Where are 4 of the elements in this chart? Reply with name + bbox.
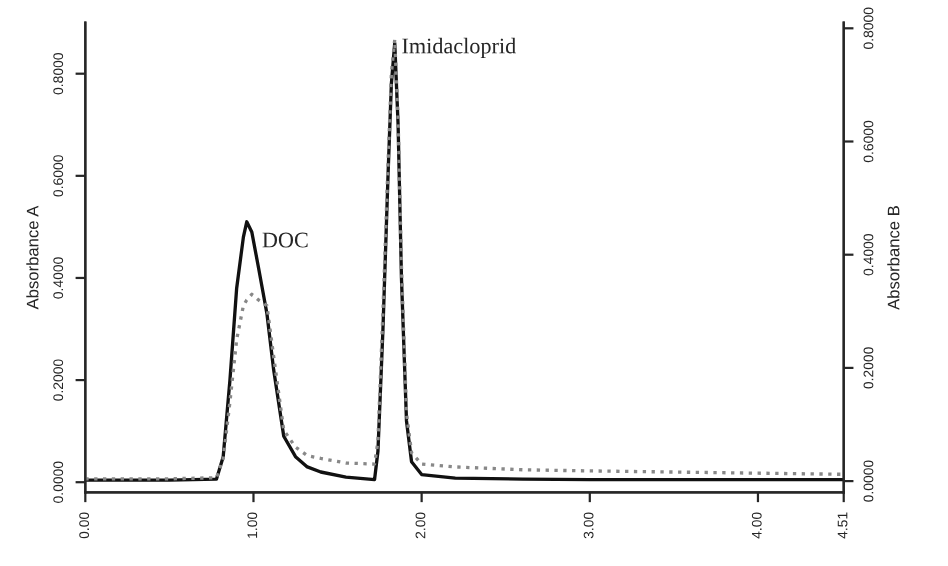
annotation: Imidacloprid: [402, 37, 516, 59]
y-axis-title: Absorbance A: [26, 205, 39, 310]
annotation: DOC: [262, 232, 308, 248]
y2-axis-title: Absorbance B: [887, 206, 900, 310]
